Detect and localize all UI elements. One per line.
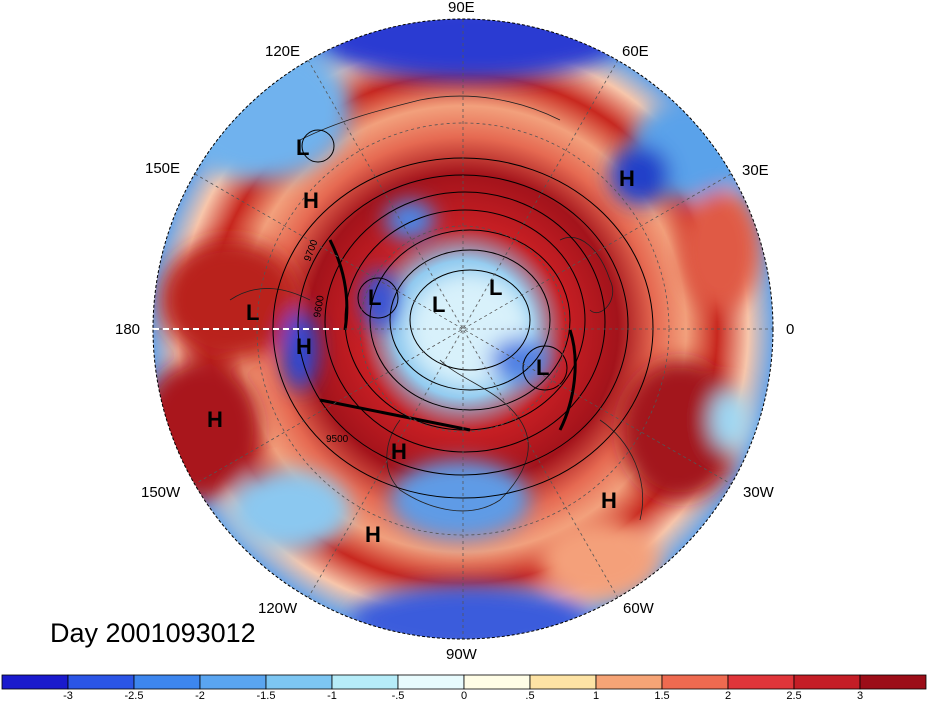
- colorbar-tick-label: -2: [195, 690, 205, 702]
- lon-label-120w: 120W: [258, 600, 298, 617]
- lon-label-90w: 90W: [446, 646, 478, 663]
- high-center: H: [207, 407, 223, 432]
- lon-label-0: 0: [786, 321, 794, 338]
- colorbar-tick-label: -2.5: [125, 690, 144, 702]
- colorbar-tick-label: -.5: [392, 690, 405, 702]
- low-center: L: [432, 292, 445, 317]
- lon-label-180: 180: [115, 321, 140, 338]
- colorbar-swatch: [727, 674, 795, 690]
- lon-label-150e: 150E: [145, 160, 180, 177]
- low-center: L: [368, 285, 381, 310]
- high-center: H: [601, 488, 617, 513]
- high-center: H: [365, 522, 381, 547]
- colorbar-tick-label: 0: [461, 690, 467, 702]
- map-disk: [153, 19, 773, 639]
- map-border: [152, 18, 774, 640]
- colorbar-swatch: [67, 674, 135, 690]
- low-center: L: [536, 355, 549, 380]
- colorbar-swatch: [265, 674, 333, 690]
- colorbar-swatch: [199, 674, 267, 690]
- contour-label: 9600: [312, 294, 327, 318]
- colorbar-tick-label: 1: [593, 690, 599, 702]
- high-center: H: [619, 166, 635, 191]
- colorbar-tick-label: -1.5: [257, 690, 276, 702]
- lon-label-30e: 30E: [742, 162, 769, 179]
- colorbar-swatch: [529, 674, 597, 690]
- lon-label-90e: 90E: [448, 0, 475, 16]
- high-center: H: [303, 188, 319, 213]
- low-center: L: [246, 300, 259, 325]
- lon-label-60e: 60E: [622, 43, 649, 60]
- contour-label: 9500: [326, 434, 349, 445]
- colorbar-swatch: [1, 674, 69, 690]
- colorbar-tick-label: -1: [327, 690, 337, 702]
- colorbar-swatch: [595, 674, 663, 690]
- colorbar-tick-label: 1.5: [654, 690, 669, 702]
- colorbar-swatch: [133, 674, 201, 690]
- high-center: H: [296, 334, 312, 359]
- high-center: H: [391, 439, 407, 464]
- low-center: L: [489, 275, 502, 300]
- coastlines: [229, 95, 643, 521]
- colorbar-tick-label: 2: [725, 690, 731, 702]
- colorbar-tick-label: -3: [63, 690, 73, 702]
- colorbar-swatch: [397, 674, 465, 690]
- colorbar-tick-label: 3: [857, 690, 863, 702]
- colorbar-swatch: [661, 674, 729, 690]
- colorbar-tick-label: 2.5: [786, 690, 801, 702]
- lon-label-120e: 120E: [265, 43, 300, 60]
- colorbar-swatch: [793, 674, 861, 690]
- date-label: Day 2001093012: [50, 618, 256, 648]
- lon-label-30w: 30W: [743, 484, 775, 501]
- colorbar-swatch: [859, 674, 927, 690]
- colorbar-swatch: [331, 674, 399, 690]
- colorbar-tick-label: .5: [525, 690, 534, 702]
- lon-label-60w: 60W: [623, 600, 655, 617]
- colorbar: -3 -2.5 -2 -1.5 -1 -.5 0 .5 1 1.5 2 2.5 3: [1, 674, 927, 702]
- lon-label-150w: 150W: [141, 484, 181, 501]
- colorbar-swatch: [463, 674, 531, 690]
- low-center: L: [296, 135, 309, 160]
